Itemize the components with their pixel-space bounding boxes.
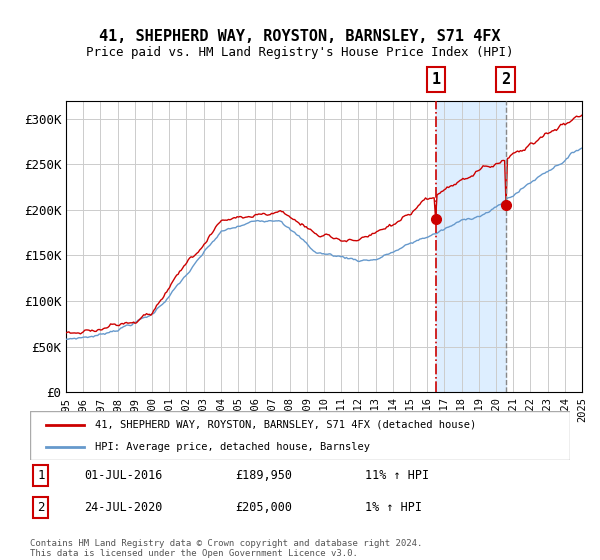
Text: Contains HM Land Registry data © Crown copyright and database right 2024.
This d: Contains HM Land Registry data © Crown c…	[30, 539, 422, 558]
Text: 1: 1	[37, 469, 44, 482]
Text: 2: 2	[501, 72, 510, 87]
Text: 2: 2	[37, 501, 44, 514]
Text: 11% ↑ HPI: 11% ↑ HPI	[365, 469, 429, 482]
Text: Price paid vs. HM Land Registry's House Price Index (HPI): Price paid vs. HM Land Registry's House …	[86, 46, 514, 59]
Text: 24-JUL-2020: 24-JUL-2020	[84, 501, 163, 514]
FancyBboxPatch shape	[30, 411, 570, 460]
Text: £205,000: £205,000	[235, 501, 292, 514]
Text: 1: 1	[431, 72, 440, 87]
Text: 41, SHEPHERD WAY, ROYSTON, BARNSLEY, S71 4FX: 41, SHEPHERD WAY, ROYSTON, BARNSLEY, S71…	[99, 29, 501, 44]
Text: 01-JUL-2016: 01-JUL-2016	[84, 469, 163, 482]
Text: HPI: Average price, detached house, Barnsley: HPI: Average price, detached house, Barn…	[95, 441, 370, 451]
Text: 1% ↑ HPI: 1% ↑ HPI	[365, 501, 422, 514]
Text: 41, SHEPHERD WAY, ROYSTON, BARNSLEY, S71 4FX (detached house): 41, SHEPHERD WAY, ROYSTON, BARNSLEY, S71…	[95, 420, 476, 430]
Text: £189,950: £189,950	[235, 469, 292, 482]
Bar	[436, 101, 506, 392]
